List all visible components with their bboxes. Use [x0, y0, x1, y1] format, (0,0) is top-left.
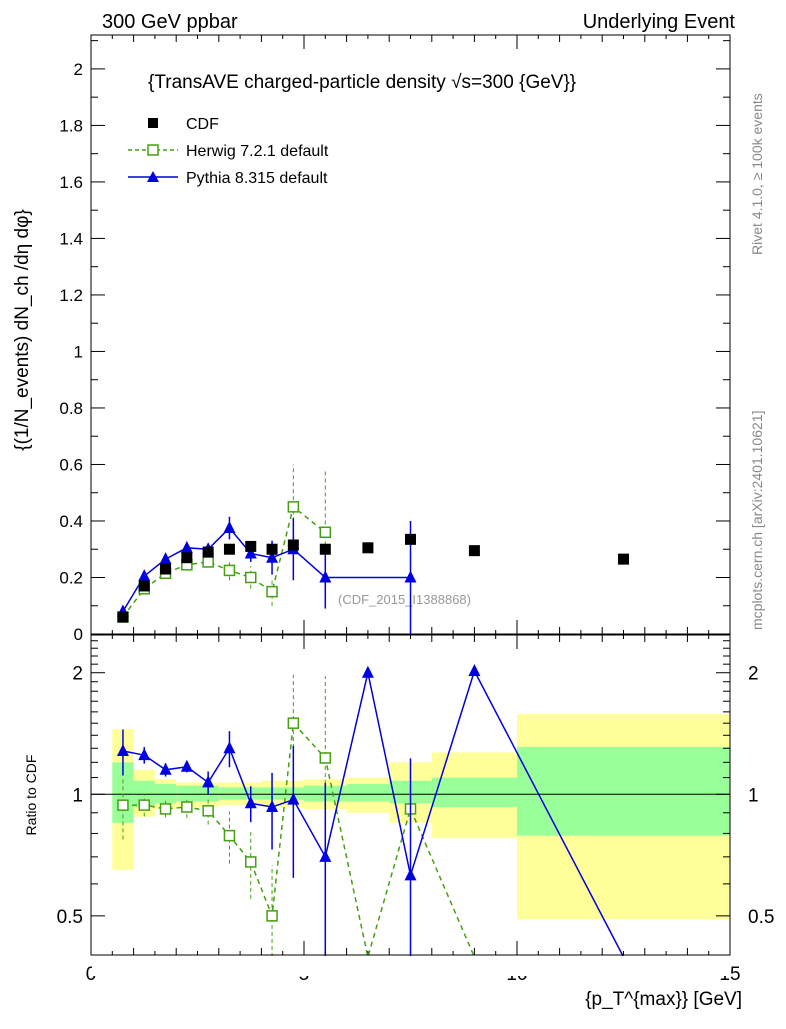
y-tick-label: 0.8 — [59, 399, 83, 418]
main-ylabel: {(1/N_events) dN_ch /dη dφ} — [12, 209, 33, 451]
herwig-point — [287, 501, 300, 513]
cdf-point — [202, 546, 214, 558]
y-tick-label: 2 — [74, 60, 83, 79]
ratio-pythia-point — [180, 759, 193, 772]
ratio-pythia-point — [116, 743, 129, 756]
ratio-y-tick-label-right: 0.5 — [748, 907, 774, 928]
legend-cdf-marker — [148, 118, 158, 128]
ratio-y-tick-label: 1 — [72, 785, 83, 806]
annotation: (CDF_2015_I1388868) — [338, 592, 471, 607]
ratio-herwig-point — [319, 752, 332, 764]
cdf-point — [245, 540, 257, 552]
legend-pythia-marker — [147, 171, 159, 182]
ratio-clip-mask — [92, 956, 729, 976]
ratio-pythia-point — [287, 792, 300, 805]
rivet-label: Rivet 4.1.0, ≥ 100k events — [749, 93, 765, 255]
y-tick-label: 0.4 — [59, 512, 83, 531]
ratio-y-tick-label: 0.5 — [57, 907, 83, 928]
ratio-pythia-line — [122, 669, 625, 958]
cdf-point — [287, 539, 299, 551]
cdf-point — [138, 580, 150, 592]
band-green — [176, 785, 219, 802]
pythia-point — [404, 570, 417, 583]
xlabel: {p_T^{max}} [GeV] — [585, 989, 742, 1010]
ratio-herwig-point — [138, 799, 150, 811]
cdf-point — [181, 552, 193, 564]
y-tick-label: 0.2 — [59, 568, 83, 587]
ratio-pythia-point — [361, 665, 374, 678]
ratio-herwig-point — [287, 717, 300, 729]
ratio-y-tick-label: 2 — [72, 664, 83, 685]
cdf-point — [362, 542, 374, 554]
pythia-point — [319, 570, 332, 583]
ratio-pythia-point — [244, 796, 257, 809]
cdf-point — [223, 543, 235, 555]
band-green — [431, 777, 517, 808]
y-tick-label: 1.2 — [59, 286, 83, 305]
ratio-herwig-point — [202, 805, 214, 817]
cdf-point — [160, 563, 172, 575]
legend-cdf: CDF — [186, 116, 219, 133]
cdf-point — [618, 553, 629, 565]
cdf-point — [405, 533, 416, 545]
ratio-pythia-point — [223, 741, 236, 754]
ratio-y-tick-label-right: 2 — [748, 664, 759, 685]
x-tick-label: 0 — [86, 964, 97, 985]
mcplots-label: mcplots.cern.ch [arXiv:2401.10621] — [749, 411, 765, 630]
band-green — [154, 784, 177, 804]
main-title: {TransAVE charged-particle density √s=30… — [148, 72, 576, 93]
pythia-point — [159, 552, 172, 565]
ratio-herwig-point — [266, 910, 278, 922]
herwig-point — [266, 585, 278, 598]
y-tick-label: 1.8 — [59, 116, 83, 135]
ratio-pythia-point — [159, 762, 172, 775]
ratio-pythia-point — [468, 663, 481, 676]
herwig-point — [223, 564, 236, 577]
band-green — [261, 787, 304, 800]
ratio-herwig-point — [223, 829, 236, 842]
legend-herwig: Herwig 7.2.1 default — [186, 143, 329, 160]
herwig-point — [245, 571, 257, 584]
ratio-pythia-point — [202, 775, 215, 788]
band-green — [346, 784, 390, 802]
y-tick-label: 1.4 — [59, 229, 83, 248]
ratio-pythia-point — [266, 800, 279, 813]
legend-herwig-marker — [147, 144, 159, 156]
y-tick-label: 0 — [74, 625, 83, 644]
ratio-pythia-point — [138, 748, 151, 761]
herwig-line — [122, 505, 326, 618]
herwig-point — [202, 556, 214, 568]
pythia-point — [266, 550, 279, 563]
ratio-pythia-point — [404, 868, 417, 881]
ratio-ylabel: Ratio to CDF — [23, 755, 39, 836]
ratio-y-tick-label-right: 1 — [748, 785, 759, 806]
cdf-point — [468, 545, 480, 557]
header-left: 300 GeV ppbar — [102, 11, 238, 33]
ratio-herwig-point — [245, 856, 257, 868]
pythia-point — [244, 546, 257, 559]
herwig-point — [319, 526, 332, 539]
ratio-pythia-point — [319, 849, 332, 862]
ratio-herwig-point — [117, 799, 129, 811]
y-tick-label: 1.6 — [59, 173, 83, 192]
band-green — [218, 787, 262, 800]
cdf-point — [319, 543, 331, 555]
pythia-point — [223, 521, 236, 534]
cdf-point — [117, 611, 129, 623]
header-right: Underlying Event — [583, 11, 736, 33]
ratio-herwig-point — [159, 803, 172, 815]
ratio-herwig-point — [181, 801, 193, 813]
pythia-point — [180, 540, 193, 553]
legend: CDF Herwig 7.2.1 default Pythia 8.315 de… — [128, 116, 329, 187]
pythia-point — [138, 569, 151, 582]
y-tick-label: 0.6 — [59, 455, 83, 474]
band-green — [517, 746, 730, 836]
y-tick-label: 1 — [74, 342, 83, 361]
cdf-point — [266, 543, 278, 555]
legend-pythia: Pythia 8.315 default — [186, 170, 328, 187]
